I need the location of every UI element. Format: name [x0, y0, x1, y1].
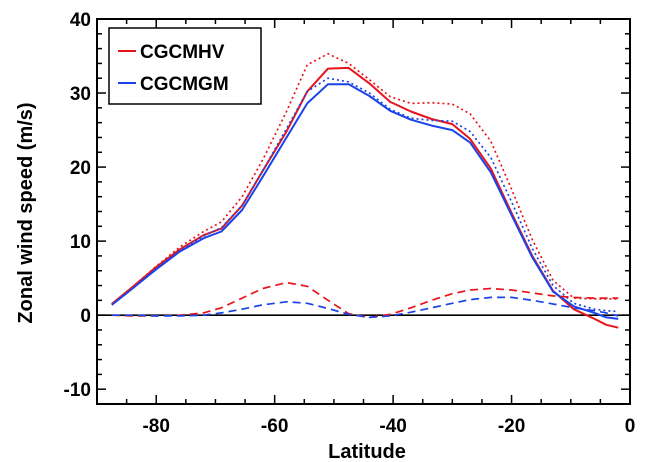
y-tick-label: 20: [70, 158, 91, 179]
x-axis-title: Latitude: [328, 441, 406, 462]
legend-label-cgcmhv: CGCMHV: [140, 42, 225, 63]
tick-labels-layer: -80 -60 -40 -20 0 -10 0 10 20 30 40: [64, 10, 636, 437]
legend-label-cgcmgm: CGCMGM: [140, 74, 229, 95]
legend: CGCMHV CGCMGM: [108, 27, 262, 105]
x-tick-label: -40: [379, 416, 406, 437]
y-tick-label: 10: [70, 232, 91, 253]
y-tick-label: 40: [70, 10, 91, 31]
y-axis-title: Zonal wind speed (m/s): [15, 102, 37, 323]
ticks-layer: [96, 18, 631, 405]
series-line-cgcmgm: [111, 83, 619, 320]
series-line-dashed-5: [111, 296, 619, 319]
x-tick-label: -60: [261, 416, 288, 437]
y-tick-label: 30: [70, 84, 91, 105]
x-tick-label: -20: [498, 416, 525, 437]
series-line-dotted-3: [111, 77, 619, 313]
x-tick-label: -80: [142, 416, 169, 437]
series-line-dashed-4: [111, 281, 619, 319]
x-tick-label: 0: [625, 416, 636, 437]
legend-box: [108, 27, 262, 105]
y-tick-label: -10: [64, 380, 91, 401]
series-layer: [111, 52, 619, 329]
series-line-dotted-2: [111, 52, 619, 305]
y-tick-label: 0: [80, 306, 91, 327]
